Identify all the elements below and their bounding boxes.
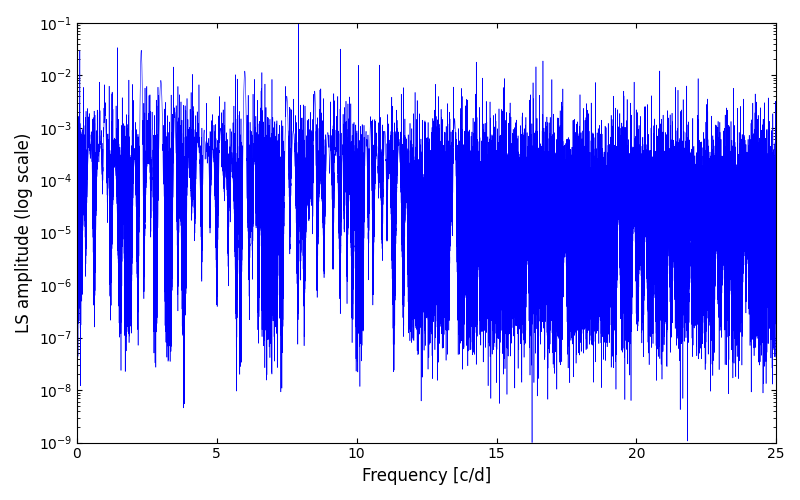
X-axis label: Frequency [c/d]: Frequency [c/d] xyxy=(362,467,491,485)
Y-axis label: LS amplitude (log scale): LS amplitude (log scale) xyxy=(15,132,33,333)
